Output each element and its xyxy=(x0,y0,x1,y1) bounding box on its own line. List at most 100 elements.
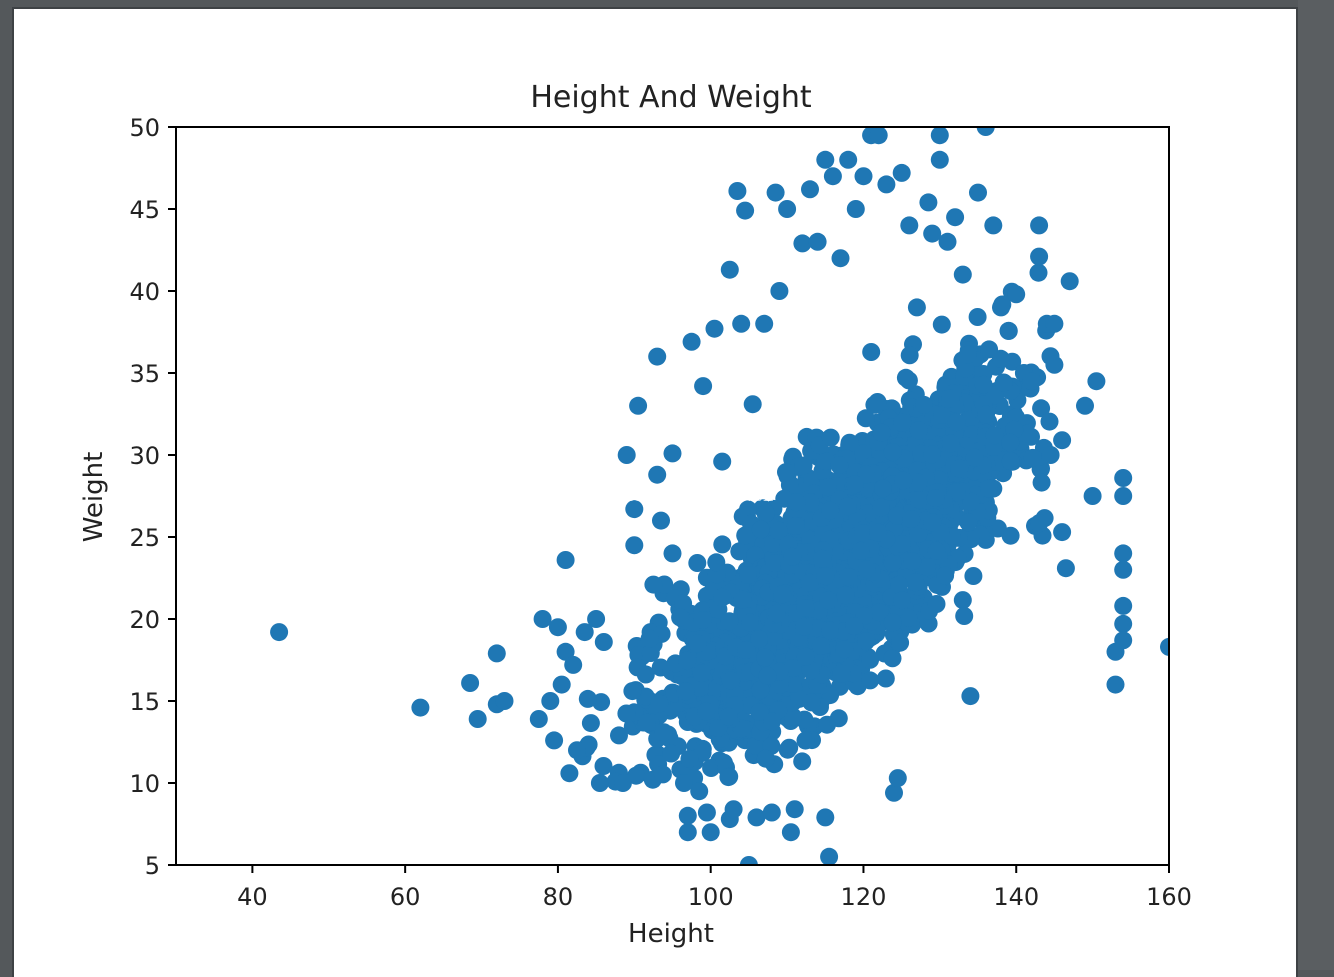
scatter-point xyxy=(883,649,902,668)
scatter-point xyxy=(1114,544,1133,563)
scatter-point xyxy=(739,856,758,865)
x-axis-ticks: 40 60 80 100 120 140 160 xyxy=(237,865,1192,911)
scatter-point xyxy=(851,541,870,560)
scatter-point xyxy=(692,664,711,683)
scatter-point xyxy=(662,744,681,763)
scatter-point xyxy=(1007,285,1026,304)
scatter-point xyxy=(1032,473,1051,492)
y-tick-label: 40 xyxy=(129,278,160,306)
scatter-point xyxy=(1030,216,1049,235)
scatter-point xyxy=(617,446,636,464)
scatter-point xyxy=(1056,559,1075,578)
scatter-point xyxy=(892,163,911,182)
x-tick-label: 160 xyxy=(1146,883,1192,911)
scatter-point xyxy=(719,768,738,787)
scatter-point xyxy=(1001,433,1020,452)
scatter-point xyxy=(720,260,739,279)
y-axis-title: Weight xyxy=(79,452,109,543)
scatter-point xyxy=(984,216,1003,235)
scatter-point xyxy=(610,726,628,745)
scatter-point xyxy=(756,749,775,768)
scatter-point xyxy=(994,373,1013,392)
scatter-point xyxy=(927,541,946,560)
scatter-point xyxy=(713,588,732,607)
scatter-point xyxy=(793,752,812,771)
scatter-point xyxy=(541,692,560,710)
scatter-point xyxy=(650,694,669,713)
scatter-point xyxy=(1083,487,1102,505)
scatter-point xyxy=(796,731,815,750)
scatter-point xyxy=(818,715,836,734)
scatter-point xyxy=(893,591,911,610)
scatter-point xyxy=(730,542,749,561)
scatter-point xyxy=(783,547,802,566)
scatter-point xyxy=(590,774,609,792)
scatter-point xyxy=(746,736,765,755)
scatter-point xyxy=(587,610,606,628)
scatter-point xyxy=(801,493,820,512)
scatter-point xyxy=(678,651,697,670)
scatter-point xyxy=(461,674,480,692)
scatter-point xyxy=(765,554,784,573)
scatter-point xyxy=(832,664,851,683)
scatter-point xyxy=(594,757,613,775)
scatter-point xyxy=(854,524,873,543)
scatter-point xyxy=(767,604,786,623)
scatter-point xyxy=(819,591,838,610)
scatter-point xyxy=(719,707,738,726)
scatter-point xyxy=(769,521,788,540)
scatter-point xyxy=(640,629,659,648)
scatter-point xyxy=(795,617,813,636)
scatter-point xyxy=(821,428,840,447)
scatter-point xyxy=(1030,247,1049,266)
scatter-point xyxy=(773,585,792,604)
plot-frame xyxy=(175,126,1170,866)
scatter-point xyxy=(556,551,575,569)
scatter-point xyxy=(816,452,835,471)
scatter-point xyxy=(938,232,957,251)
scatter-point xyxy=(816,567,835,586)
scatter-point xyxy=(629,396,648,415)
scatter-point xyxy=(556,642,575,661)
scatter-point xyxy=(930,150,949,169)
scatter-point xyxy=(857,632,876,651)
scatter-point xyxy=(783,707,802,726)
scatter-point xyxy=(560,764,579,783)
scatter-point xyxy=(907,298,926,317)
scatter-point xyxy=(613,774,632,792)
scatter-point xyxy=(936,566,955,585)
scatter-point xyxy=(1022,372,1041,391)
scatter-point xyxy=(964,567,983,585)
scatter-point xyxy=(1045,355,1064,374)
y-tick-label: 45 xyxy=(129,196,160,224)
scatter-point xyxy=(778,740,797,759)
scatter-point xyxy=(953,591,972,610)
scatter-point xyxy=(926,489,945,508)
scatter-point xyxy=(796,647,815,666)
scatter-point xyxy=(720,612,739,631)
scatter-point xyxy=(985,426,1004,445)
y-tick-label: 5 xyxy=(145,852,160,880)
scatter-point xyxy=(883,613,902,632)
scatter-point xyxy=(821,621,839,640)
scatter-point xyxy=(802,693,821,712)
scatter-point xyxy=(707,553,726,572)
scatter-point xyxy=(678,806,697,825)
scatter-point xyxy=(959,513,978,532)
scatter-point xyxy=(581,714,600,733)
scatter-point xyxy=(1106,675,1125,694)
scatter-point xyxy=(876,669,895,688)
y-tick-label: 50 xyxy=(129,114,160,142)
scatter-point xyxy=(652,511,670,530)
scatter-point xyxy=(739,566,757,584)
scatter-point xyxy=(941,389,960,408)
y-tick-label: 35 xyxy=(129,360,160,388)
scatter-point xyxy=(869,127,888,145)
scatter-point xyxy=(568,741,586,760)
y-axis-ticks: 5 10 15 20 25 30 35 40 45 50 xyxy=(129,114,176,880)
scatter-point xyxy=(705,319,724,338)
scatter-point xyxy=(1040,412,1059,431)
scatter-point xyxy=(678,823,697,842)
y-tick-label: 30 xyxy=(129,442,160,470)
